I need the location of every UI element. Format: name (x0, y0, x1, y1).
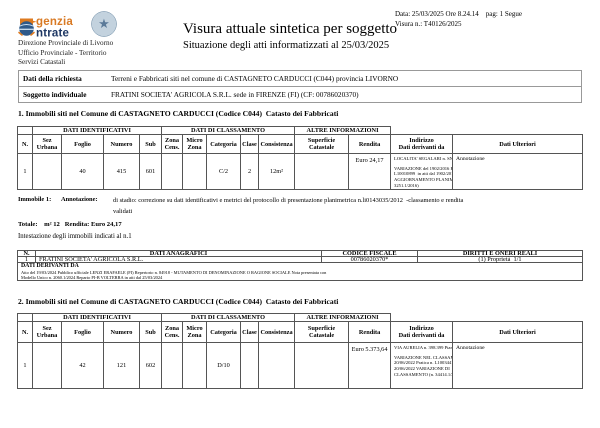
svg-text:★: ★ (98, 16, 110, 31)
svg-text:genzia: genzia (36, 16, 73, 28)
svg-text:ntrate: ntrate (36, 28, 69, 39)
